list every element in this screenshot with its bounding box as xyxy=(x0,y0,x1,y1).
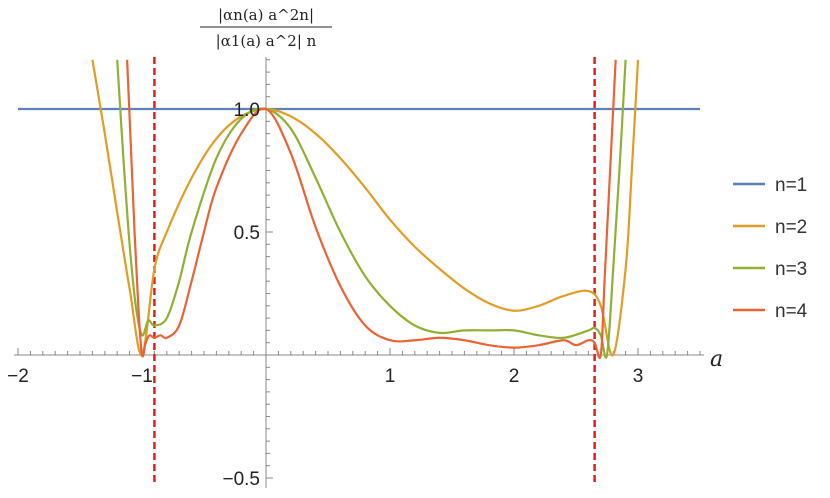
y-label-numerator: |αn(a) a^2n| xyxy=(218,6,314,24)
reference-lines xyxy=(153,57,596,485)
y-tick-label: −0.5 xyxy=(222,469,260,490)
x-tick-label: 1 xyxy=(385,366,396,387)
series-line-n-3 xyxy=(116,59,627,359)
legend: n=1 n=2 n=3 n=4 xyxy=(733,175,808,322)
legend-label: n=4 xyxy=(775,301,808,322)
series-line-n-2 xyxy=(91,59,640,357)
series-line-n-4 xyxy=(126,59,617,359)
tick-labels: −2 −1 1 2 3 −0.5 0.5 1.0 xyxy=(7,100,643,490)
y-label-denominator: |α1(a) a^2| n xyxy=(216,32,317,50)
x-axis-label: a xyxy=(710,347,723,372)
legend-label: n=2 xyxy=(775,217,807,238)
x-tick-label: −1 xyxy=(131,366,153,387)
y-tick-label: 0.5 xyxy=(234,223,260,244)
axes-group xyxy=(14,57,704,488)
y-tick-label: 1.0 xyxy=(234,100,260,121)
x-tick-label: −2 xyxy=(7,366,29,387)
legend-label: n=1 xyxy=(775,175,807,196)
legend-label: n=3 xyxy=(775,259,807,280)
series-group xyxy=(18,59,700,359)
x-tick-label: 2 xyxy=(509,366,520,387)
x-tick-label: 3 xyxy=(633,366,644,387)
y-axis-label: |αn(a) a^2n| |α1(a) a^2| n xyxy=(200,6,332,50)
